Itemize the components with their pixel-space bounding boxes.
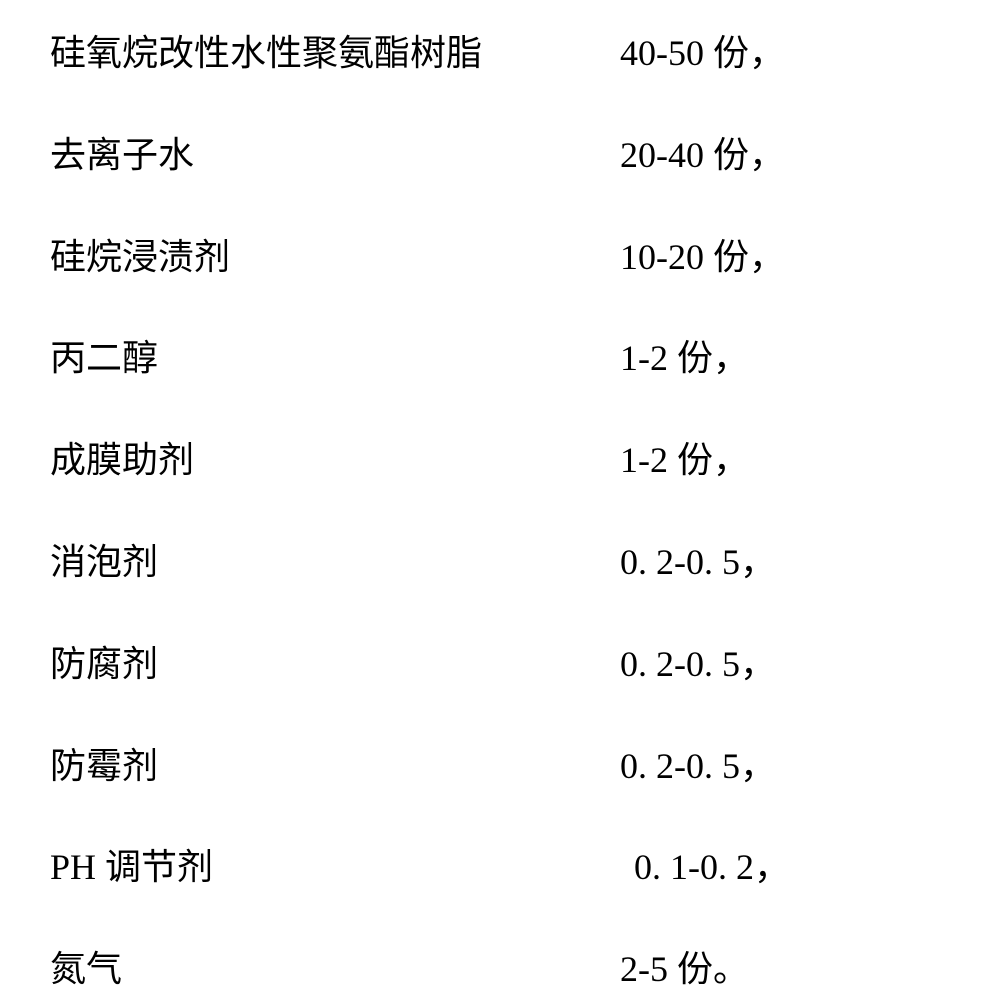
ingredient-name: 丙二醇	[50, 335, 620, 382]
ingredient-name: PH 调节剂	[50, 844, 620, 891]
ingredient-amount: 0. 2-0. 5，	[620, 743, 950, 790]
ingredient-name: 去离子水	[50, 132, 620, 179]
ingredient-amount: 2-5 份。	[620, 946, 950, 993]
ingredient-name: 成膜助剂	[50, 437, 620, 484]
ingredient-amount: 20-40 份，	[620, 132, 950, 179]
ingredient-name: 硅氧烷改性水性聚氨酯树脂	[50, 30, 620, 77]
ingredient-amount: 10-20 份，	[620, 234, 950, 281]
ingredient-amount: 1-2 份，	[620, 335, 950, 382]
ingredient-amount: 0. 2-0. 5，	[620, 539, 950, 586]
ingredient-amount: 1-2 份，	[620, 437, 950, 484]
table-row: 氮气2-5 份。	[50, 946, 950, 993]
ingredient-amount: 0. 2-0. 5，	[620, 641, 950, 688]
ingredient-amount: 0. 1-0. 2，	[620, 844, 950, 891]
table-row: PH 调节剂0. 1-0. 2，	[50, 844, 950, 891]
table-row: 硅烷浸渍剂10-20 份，	[50, 234, 950, 281]
table-row: 防霉剂0. 2-0. 5，	[50, 743, 950, 790]
ingredient-name: 氮气	[50, 946, 620, 993]
table-row: 去离子水20-40 份，	[50, 132, 950, 179]
ingredient-name: 防霉剂	[50, 743, 620, 790]
ingredient-name: 硅烷浸渍剂	[50, 234, 620, 281]
ingredient-name: 消泡剂	[50, 539, 620, 586]
table-row: 消泡剂0. 2-0. 5，	[50, 539, 950, 586]
table-row: 硅氧烷改性水性聚氨酯树脂40-50 份，	[50, 30, 950, 77]
table-row: 防腐剂0. 2-0. 5，	[50, 641, 950, 688]
table-row: 丙二醇1-2 份，	[50, 335, 950, 382]
composition-table: 硅氧烷改性水性聚氨酯树脂40-50 份， 去离子水20-40 份， 硅烷浸渍剂10-…	[50, 30, 950, 993]
ingredient-amount: 40-50 份，	[620, 30, 950, 77]
ingredient-name: 防腐剂	[50, 641, 620, 688]
table-row: 成膜助剂1-2 份，	[50, 437, 950, 484]
